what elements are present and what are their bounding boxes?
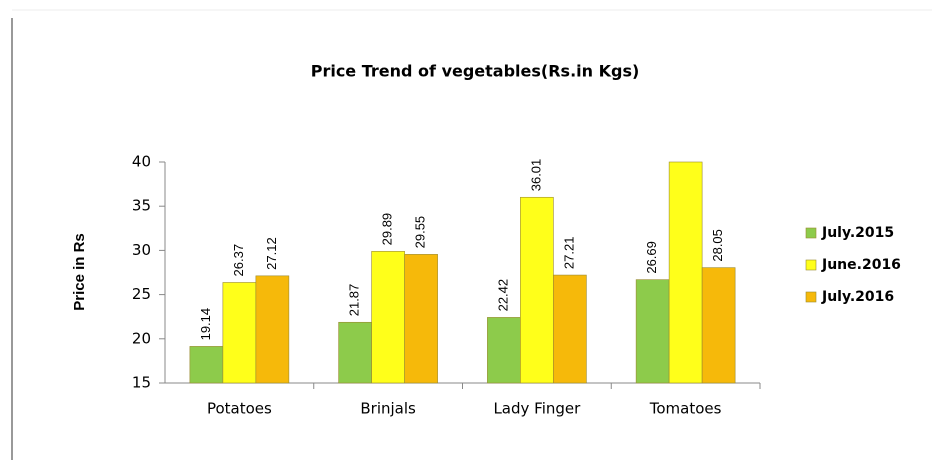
bar [338, 321, 372, 384]
bar [520, 196, 554, 384]
legend-label: June.2016 [821, 257, 901, 273]
value-label: 21.87 [347, 284, 362, 317]
bar [255, 275, 290, 384]
bar [189, 346, 224, 384]
value-label: 27.21 [561, 237, 576, 270]
x-tick-label: Potatoes [207, 400, 272, 418]
bar [371, 251, 405, 384]
bar [635, 279, 670, 384]
bar [487, 317, 521, 384]
value-label: 29.55 [413, 216, 428, 249]
value-label: 26.37 [231, 244, 246, 277]
legend-label: July.2016 [821, 289, 894, 305]
bar [553, 274, 587, 384]
bar [404, 254, 438, 384]
chart-title: Price Trend of vegetables(Rs.in Kgs) [311, 62, 640, 81]
y-tick-label: 30 [132, 241, 151, 259]
x-tick-label: Lady Finger [493, 400, 581, 418]
legend-swatch [805, 259, 817, 271]
y-tick-label: 25 [132, 285, 151, 303]
y-tick-label: 15 [132, 374, 151, 392]
value-label: 19.14 [198, 308, 213, 341]
x-tick-label: Brinjals [360, 400, 416, 418]
value-label: 28.05 [710, 229, 725, 262]
bar [668, 161, 703, 384]
legend-swatch [805, 291, 817, 303]
x-tick-label: Tomatoes [649, 400, 722, 418]
value-label: 36.01 [528, 159, 543, 192]
bar [222, 282, 257, 384]
y-tick-label: 20 [132, 329, 151, 347]
y-tick-label: 35 [132, 197, 151, 215]
legend-swatch [805, 227, 817, 239]
legend-label: July.2015 [821, 225, 894, 241]
y-tick-label: 40 [132, 153, 151, 171]
value-label: 27.12 [264, 237, 279, 270]
value-label: 22.42 [495, 279, 510, 312]
value-label: 29.89 [380, 213, 395, 246]
bar [701, 267, 736, 384]
value-label: 26.69 [644, 241, 659, 274]
y-axis-label: Price in Rs [71, 233, 88, 311]
